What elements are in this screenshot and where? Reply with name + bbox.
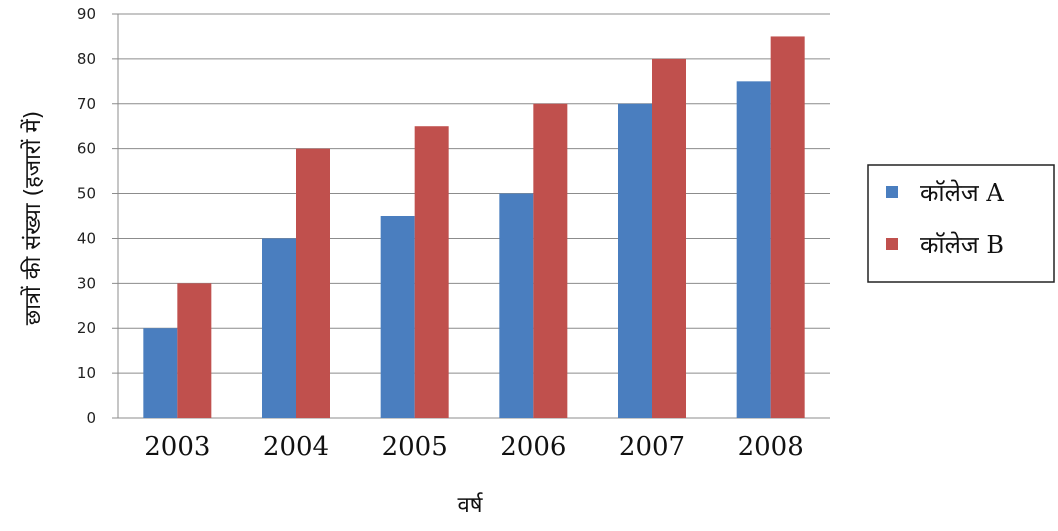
y-tick-label-90: 90 <box>77 5 96 23</box>
y-tick-label-30: 30 <box>77 274 96 292</box>
x-tick-label-2006: 2006 <box>500 432 566 462</box>
y-tick-label-70: 70 <box>77 95 96 113</box>
bar-college-a-2006 <box>499 193 534 418</box>
y-tick-label-20: 20 <box>77 319 96 337</box>
bar-college-a-2005 <box>380 216 415 418</box>
legend-swatch-college-a <box>886 186 898 198</box>
y-tick-label-60: 60 <box>77 140 96 158</box>
y-tick-label-10: 10 <box>77 364 96 382</box>
x-tick-label-2003: 2003 <box>144 432 210 462</box>
x-tick-label-2004: 2004 <box>263 432 329 462</box>
bar-college-a-2007 <box>618 103 652 419</box>
bar-college-b-2007 <box>652 58 686 419</box>
legend-label-college-a: कॉलेज A <box>920 179 1004 207</box>
x-tick-label-2007: 2007 <box>619 432 685 462</box>
bar-college-b-2006 <box>533 103 568 419</box>
bar-college-b-2004 <box>296 148 330 418</box>
bar-college-a-2008 <box>736 81 771 418</box>
gridlines <box>112 13 830 419</box>
x-tick-label-2008: 2008 <box>738 432 804 462</box>
x-tick-labels: 2003 2004 2005 2006 2007 2008 <box>144 432 804 462</box>
bar-college-b-2003 <box>177 283 212 418</box>
bars <box>143 36 805 419</box>
bar-college-b-2008 <box>770 36 805 418</box>
legend: कॉलेज A कॉलेज B <box>867 164 1055 283</box>
y-axis-title: छात्रों की संख्या (हजारों में) <box>20 111 46 325</box>
bar-college-a-2004 <box>262 238 296 418</box>
x-tick-label-2005: 2005 <box>382 432 448 462</box>
legend-swatch-college-b <box>886 238 898 250</box>
y-tick-label-40: 40 <box>77 229 96 247</box>
legend-label-college-b: कॉलेज B <box>920 231 1004 259</box>
bar-college-b-2005 <box>414 126 449 418</box>
legend-box <box>867 164 1055 283</box>
y-tick-label-0: 0 <box>86 409 96 427</box>
y-tick-label-80: 80 <box>77 50 96 68</box>
y-tick-labels: 0 10 20 30 40 50 60 70 80 90 <box>77 5 96 427</box>
bar-college-a-2003 <box>143 328 178 418</box>
y-tick-label-50: 50 <box>77 185 96 203</box>
x-axis-title: वर्ष <box>458 492 484 518</box>
